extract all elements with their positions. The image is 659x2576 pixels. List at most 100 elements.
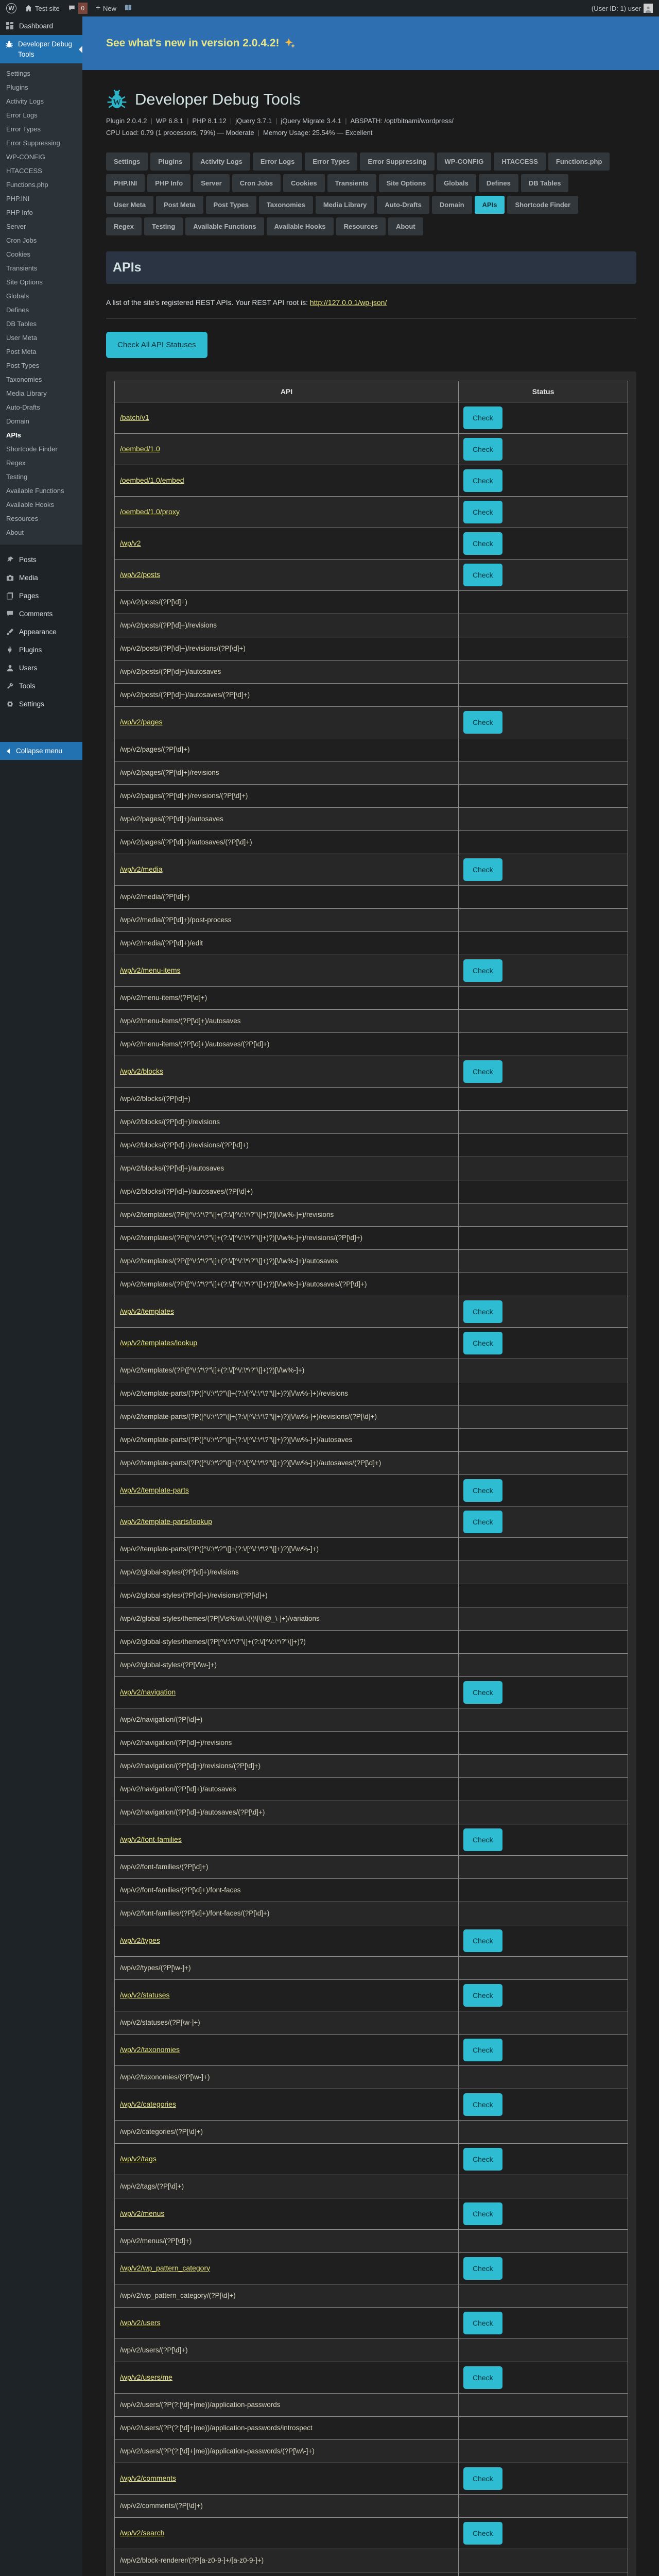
tab-defines[interactable]: Defines (478, 174, 518, 192)
sidebar-subitem-domain[interactable]: Domain (6, 417, 29, 426)
sidebar-subitem-about[interactable]: About (6, 529, 24, 537)
tab-user-meta[interactable]: User Meta (106, 195, 154, 214)
api-endpoint-link[interactable]: /wp/v2/statuses (120, 1990, 170, 1999)
whats-new-banner[interactable]: See what's new in version 2.0.4.2! (82, 16, 659, 70)
api-endpoint-link[interactable]: /wp/v2/categories (120, 2099, 176, 2108)
sidebar-subitem-cron-jobs[interactable]: Cron Jobs (6, 236, 37, 245)
api-endpoint-link[interactable]: /oembed/1.0/proxy (120, 507, 180, 516)
tab-error-logs[interactable]: Error Logs (252, 152, 303, 171)
check-button[interactable]: Check (463, 532, 502, 555)
api-endpoint-link[interactable]: /wp/v2/template-parts/lookup (120, 1517, 212, 1526)
tab-available-hooks[interactable]: Available Hooks (266, 217, 334, 235)
sidebar-subitem-shortcode-finder[interactable]: Shortcode Finder (6, 445, 58, 453)
check-button[interactable]: Check (463, 469, 502, 492)
tab-regex[interactable]: Regex (106, 217, 142, 235)
sidebar-subitem-defines[interactable]: Defines (6, 306, 29, 314)
api-endpoint-link[interactable]: /wp/v2/search (120, 2528, 165, 2537)
sidebar-item-posts[interactable]: Posts (0, 551, 82, 569)
sidebar-subitem-error-logs[interactable]: Error Logs (6, 111, 38, 120)
api-endpoint-link[interactable]: /wp/v2/posts (120, 570, 160, 579)
tab-plugins[interactable]: Plugins (150, 152, 190, 171)
tab-about[interactable]: About (388, 217, 423, 235)
sidebar-subitem-server[interactable]: Server (6, 223, 26, 231)
check-button[interactable]: Check (463, 2093, 502, 2116)
tab-site-options[interactable]: Site Options (378, 174, 434, 192)
check-button[interactable]: Check (463, 2467, 502, 2490)
tab-apis[interactable]: APIs (474, 195, 505, 214)
sidebar-subitem-user-meta[interactable]: User Meta (6, 334, 37, 342)
sidebar-subitem-taxonomies[interactable]: Taxonomies (6, 376, 42, 384)
wordpress-logo-icon[interactable]: W (6, 3, 16, 13)
sidebar-item-appearance[interactable]: Appearance (0, 623, 82, 641)
sidebar-subitem-apis[interactable]: APIs (6, 431, 21, 439)
api-endpoint-link[interactable]: /wp/v2/pages (120, 717, 163, 726)
tab-htaccess[interactable]: HTACCESS (494, 152, 546, 171)
sidebar-subitem-available-functions[interactable]: Available Functions (6, 487, 64, 495)
tab-php-ini[interactable]: PHP.INI (106, 174, 145, 192)
api-endpoint-link[interactable]: /wp/v2/media (120, 865, 163, 873)
comments-menu[interactable]: 0 (68, 3, 88, 14)
tab-cookies[interactable]: Cookies (283, 174, 325, 192)
tab-media-library[interactable]: Media Library (315, 195, 375, 214)
check-button[interactable]: Check (463, 1300, 502, 1323)
collapse-menu-button[interactable]: Collapse menu (0, 742, 82, 760)
tab-error-suppressing[interactable]: Error Suppressing (360, 152, 435, 171)
sidebar-subitem-media-library[interactable]: Media Library (6, 389, 47, 398)
check-button[interactable]: Check (463, 2202, 502, 2225)
sidebar-subitem-available-hooks[interactable]: Available Hooks (6, 501, 54, 509)
sidebar-subitem-globals[interactable]: Globals (6, 292, 29, 300)
sidebar-subitem-db-tables[interactable]: DB Tables (6, 320, 37, 328)
sidebar-subitem-post-types[interactable]: Post Types (6, 362, 40, 370)
user-account-menu[interactable]: (User ID: 1) user (592, 4, 653, 13)
sidebar-subitem-post-meta[interactable]: Post Meta (6, 348, 37, 356)
api-endpoint-link[interactable]: /wp/v2/menus (120, 2209, 165, 2217)
check-button[interactable]: Check (463, 1929, 502, 1952)
api-endpoint-link[interactable]: /wp/v2/templates (120, 1307, 175, 1315)
check-button[interactable]: Check (463, 2038, 502, 2061)
tab-post-meta[interactable]: Post Meta (156, 195, 203, 214)
api-endpoint-link[interactable]: /wp/v2/users/me (120, 2372, 172, 2381)
check-button[interactable]: Check (463, 1828, 502, 1851)
new-content-menu[interactable]: + New (96, 4, 116, 13)
check-button[interactable]: Check (463, 1479, 502, 1502)
check-button[interactable]: Check (463, 858, 502, 881)
sidebar-subitem-plugins[interactable]: Plugins (6, 83, 28, 92)
api-endpoint-link[interactable]: /wp/v2/types (120, 1936, 160, 1944)
api-endpoint-link[interactable]: /wp/v2/taxonomies (120, 2045, 180, 2054)
check-button[interactable]: Check (463, 2366, 502, 2389)
tab-server[interactable]: Server (193, 174, 230, 192)
site-name-menu[interactable]: Test site (25, 5, 60, 12)
api-endpoint-link[interactable]: /wp/v2/tags (120, 2154, 157, 2163)
check-button[interactable]: Check (463, 1510, 502, 1533)
tab-cron-jobs[interactable]: Cron Jobs (232, 174, 281, 192)
api-endpoint-link[interactable]: /wp/v2 (120, 538, 141, 547)
check-button[interactable]: Check (463, 959, 502, 982)
sidebar-subitem-transients[interactable]: Transients (6, 264, 38, 273)
api-endpoint-link[interactable]: /wp/v2/font-families (120, 1835, 182, 1843)
tab-resources[interactable]: Resources (336, 217, 386, 235)
check-button[interactable]: Check (463, 710, 502, 734)
sidebar-subitem-php-info[interactable]: PHP Info (6, 209, 33, 217)
sidebar-subitem-auto-drafts[interactable]: Auto-Drafts (6, 403, 40, 412)
api-endpoint-link[interactable]: /wp/v2/comments (120, 2473, 176, 2482)
tab-functions-php[interactable]: Functions.php (548, 152, 610, 171)
sidebar-subitem-error-suppressing[interactable]: Error Suppressing (6, 139, 60, 147)
api-endpoint-link[interactable]: /wp/v2/templates/lookup (120, 1338, 198, 1347)
check-button[interactable]: Check (463, 406, 502, 429)
check-button[interactable]: Check (463, 2257, 502, 2280)
sidebar-item-tools[interactable]: Tools (0, 677, 82, 695)
sidebar-subitem-regex[interactable]: Regex (6, 459, 26, 467)
tab-activity-logs[interactable]: Activity Logs (193, 152, 250, 171)
sidebar-item-settings[interactable]: Settings (0, 695, 82, 713)
tab-settings[interactable]: Settings (106, 152, 148, 171)
sidebar-item-plugins[interactable]: Plugins (0, 641, 82, 659)
sidebar-subitem-site-options[interactable]: Site Options (6, 278, 43, 286)
tab-transients[interactable]: Transients (327, 174, 376, 192)
sidebar-subitem-testing[interactable]: Testing (6, 473, 28, 481)
tab-taxonomies[interactable]: Taxonomies (258, 195, 313, 214)
tab-error-types[interactable]: Error Types (305, 152, 358, 171)
check-button[interactable]: Check (463, 1681, 502, 1704)
check-button[interactable]: Check (463, 1060, 502, 1083)
api-endpoint-link[interactable]: /wp/v2/blocks (120, 1066, 164, 1075)
check-button[interactable]: Check (463, 2147, 502, 2171)
